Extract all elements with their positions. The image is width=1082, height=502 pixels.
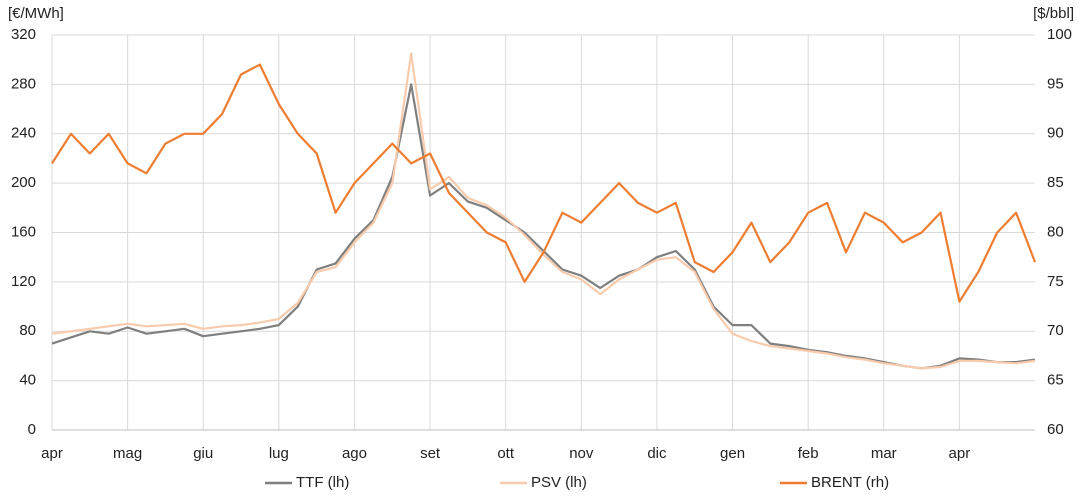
y-axis-label: [€/MWh] [8,5,64,22]
x-tick-label: set [420,445,441,462]
y2-axis-label: [$/bbl] [1033,5,1074,22]
y-tick-label: 0 [28,421,36,438]
y-tick-label: 80 [19,322,36,339]
y2-tick-label: 75 [1047,273,1064,290]
line-series [51,63,1037,303]
x-tick-label: feb [798,445,819,462]
y2-tick-label: 100 [1047,26,1072,43]
y2-tick-label: 85 [1047,174,1064,191]
y2-tick-label: 70 [1047,322,1064,339]
line-series [51,52,1036,370]
x-tick-label: gen [720,445,745,462]
y2-tick-label: 65 [1047,372,1064,389]
y-tick-label: 240 [11,125,36,142]
y2-tick-label: 95 [1047,75,1064,92]
y-tick-label: 320 [11,26,36,43]
y-tick-label: 120 [11,273,36,290]
y2-tick-label: 90 [1047,125,1064,142]
x-tick-label: ago [342,445,367,462]
x-tick-label: dic [647,445,667,462]
y-tick-label: 160 [11,223,36,240]
x-tick-label: nov [569,445,594,462]
x-tick-label: apr [949,445,971,462]
y-tick-label: 40 [19,372,36,389]
y-tick-label: 280 [11,75,36,92]
x-tick-label: apr [41,445,63,462]
legend-label: BRENT (rh) [811,474,889,491]
x-tick-label: lug [269,445,289,462]
y2-tick-label: 60 [1047,421,1064,438]
x-tick-label: mar [871,445,897,462]
x-tick-label: ott [497,445,515,462]
legend-label: TTF (lh) [296,474,349,491]
legend-label: PSV (lh) [531,474,587,491]
y2-tick-label: 80 [1047,223,1064,240]
x-tick-label: giu [193,445,213,462]
y-tick-label: 200 [11,174,36,191]
x-tick-label: mag [113,445,142,462]
